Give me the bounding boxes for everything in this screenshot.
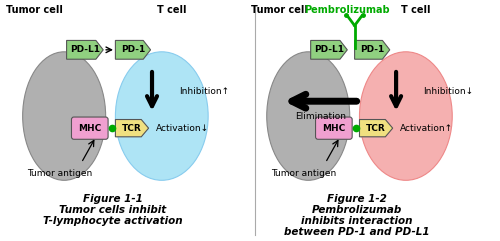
Ellipse shape — [266, 52, 349, 180]
Polygon shape — [116, 120, 148, 137]
Polygon shape — [354, 40, 390, 59]
Text: Activation↑: Activation↑ — [400, 124, 452, 133]
Text: TCR: TCR — [366, 124, 386, 133]
Text: Pembrolizumab: Pembrolizumab — [304, 5, 390, 15]
Polygon shape — [360, 120, 392, 137]
Text: Tumor cell: Tumor cell — [6, 5, 64, 15]
Text: PD-L1: PD-L1 — [314, 45, 344, 54]
Text: inhibits interaction: inhibits interaction — [302, 216, 413, 226]
Text: Pembrolizumab: Pembrolizumab — [312, 205, 402, 215]
Text: Tumor antigen: Tumor antigen — [26, 169, 92, 178]
Text: Elimination: Elimination — [295, 112, 346, 121]
Text: Tumor cell: Tumor cell — [250, 5, 308, 15]
Text: MHC: MHC — [78, 124, 102, 133]
Text: Figure 1-2: Figure 1-2 — [327, 194, 387, 204]
Text: T cell: T cell — [157, 5, 186, 15]
Ellipse shape — [360, 52, 452, 180]
Text: MHC: MHC — [322, 124, 345, 133]
Text: T cell: T cell — [401, 5, 430, 15]
Polygon shape — [310, 40, 348, 59]
Text: Tumor cells inhibit: Tumor cells inhibit — [60, 205, 166, 215]
Text: TCR: TCR — [122, 124, 142, 133]
Ellipse shape — [116, 52, 208, 180]
FancyBboxPatch shape — [316, 117, 352, 139]
Text: Inhibition↓: Inhibition↓ — [423, 87, 473, 96]
Text: T-lymphocyte activation: T-lymphocyte activation — [43, 216, 183, 226]
FancyBboxPatch shape — [72, 117, 108, 139]
Text: Tumor antigen: Tumor antigen — [270, 169, 336, 178]
Text: Inhibition↑: Inhibition↑ — [179, 87, 229, 96]
Polygon shape — [66, 40, 103, 59]
Ellipse shape — [22, 52, 105, 180]
Text: PD-1: PD-1 — [360, 45, 384, 54]
Text: PD-1: PD-1 — [121, 45, 145, 54]
Text: PD-L1: PD-L1 — [70, 45, 100, 54]
Text: between PD-1 and PD-L1: between PD-1 and PD-L1 — [284, 227, 430, 237]
Text: Figure 1-1: Figure 1-1 — [83, 194, 143, 204]
Polygon shape — [116, 40, 150, 59]
Text: Activation↓: Activation↓ — [156, 124, 208, 133]
